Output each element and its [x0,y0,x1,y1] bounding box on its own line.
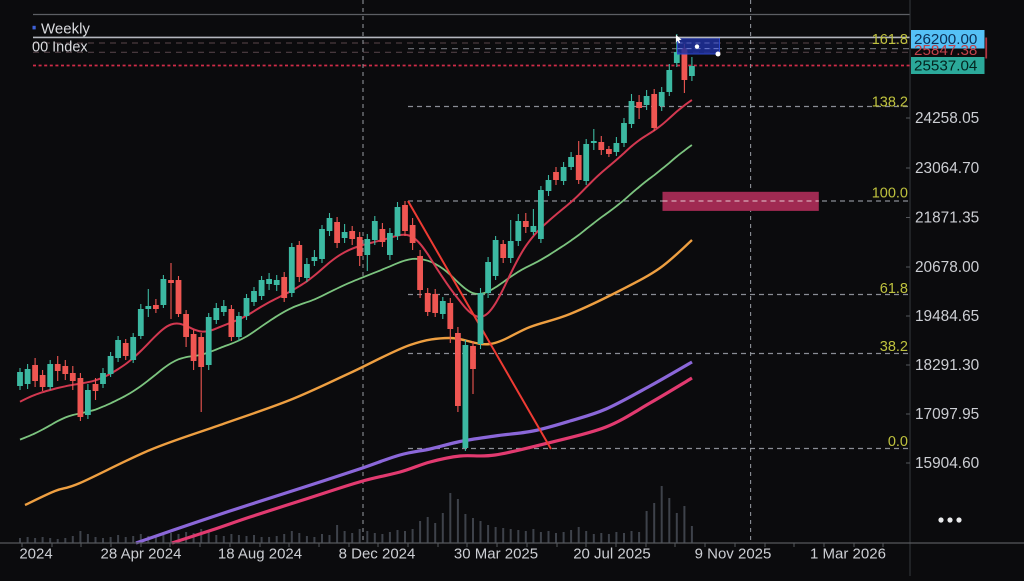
svg-text:100.0: 100.0 [872,186,908,202]
svg-text:2024: 2024 [19,546,52,563]
svg-text:20678.00: 20678.00 [915,259,979,276]
svg-text:161.8: 161.8 [872,32,908,48]
svg-text:23064.70: 23064.70 [915,160,979,177]
svg-text:Weekly: Weekly [41,21,90,38]
svg-text:17097.95: 17097.95 [915,406,979,423]
svg-text:00 Index: 00 Index [32,40,88,56]
svg-text:1 Mar 2026: 1 Mar 2026 [810,546,886,563]
svg-text:15904.60: 15904.60 [915,455,979,472]
svg-text:28 Apr 2024: 28 Apr 2024 [101,546,182,563]
svg-text:61.8: 61.8 [880,281,908,297]
svg-text:25537.04: 25537.04 [914,58,977,75]
svg-text:9 Nov 2025: 9 Nov 2025 [695,546,772,563]
svg-text:25847.38: 25847.38 [914,42,977,59]
svg-text:8 Dec 2024: 8 Dec 2024 [339,546,416,563]
svg-text:21871.35: 21871.35 [915,210,979,227]
svg-text:26200.00: 26200.00 [914,31,977,48]
svg-text:18291.30: 18291.30 [915,357,979,374]
svg-text:24258.05: 24258.05 [915,110,979,127]
svg-text:138.2: 138.2 [872,95,908,111]
svg-text:30 Mar 2025: 30 Mar 2025 [454,546,538,563]
svg-text:19484.65: 19484.65 [915,308,979,325]
svg-text:18 Aug 2024: 18 Aug 2024 [218,546,302,563]
svg-text:0.0: 0.0 [888,434,908,450]
svg-text:38.2: 38.2 [880,339,908,355]
svg-text:20 Jul 2025: 20 Jul 2025 [573,546,651,563]
